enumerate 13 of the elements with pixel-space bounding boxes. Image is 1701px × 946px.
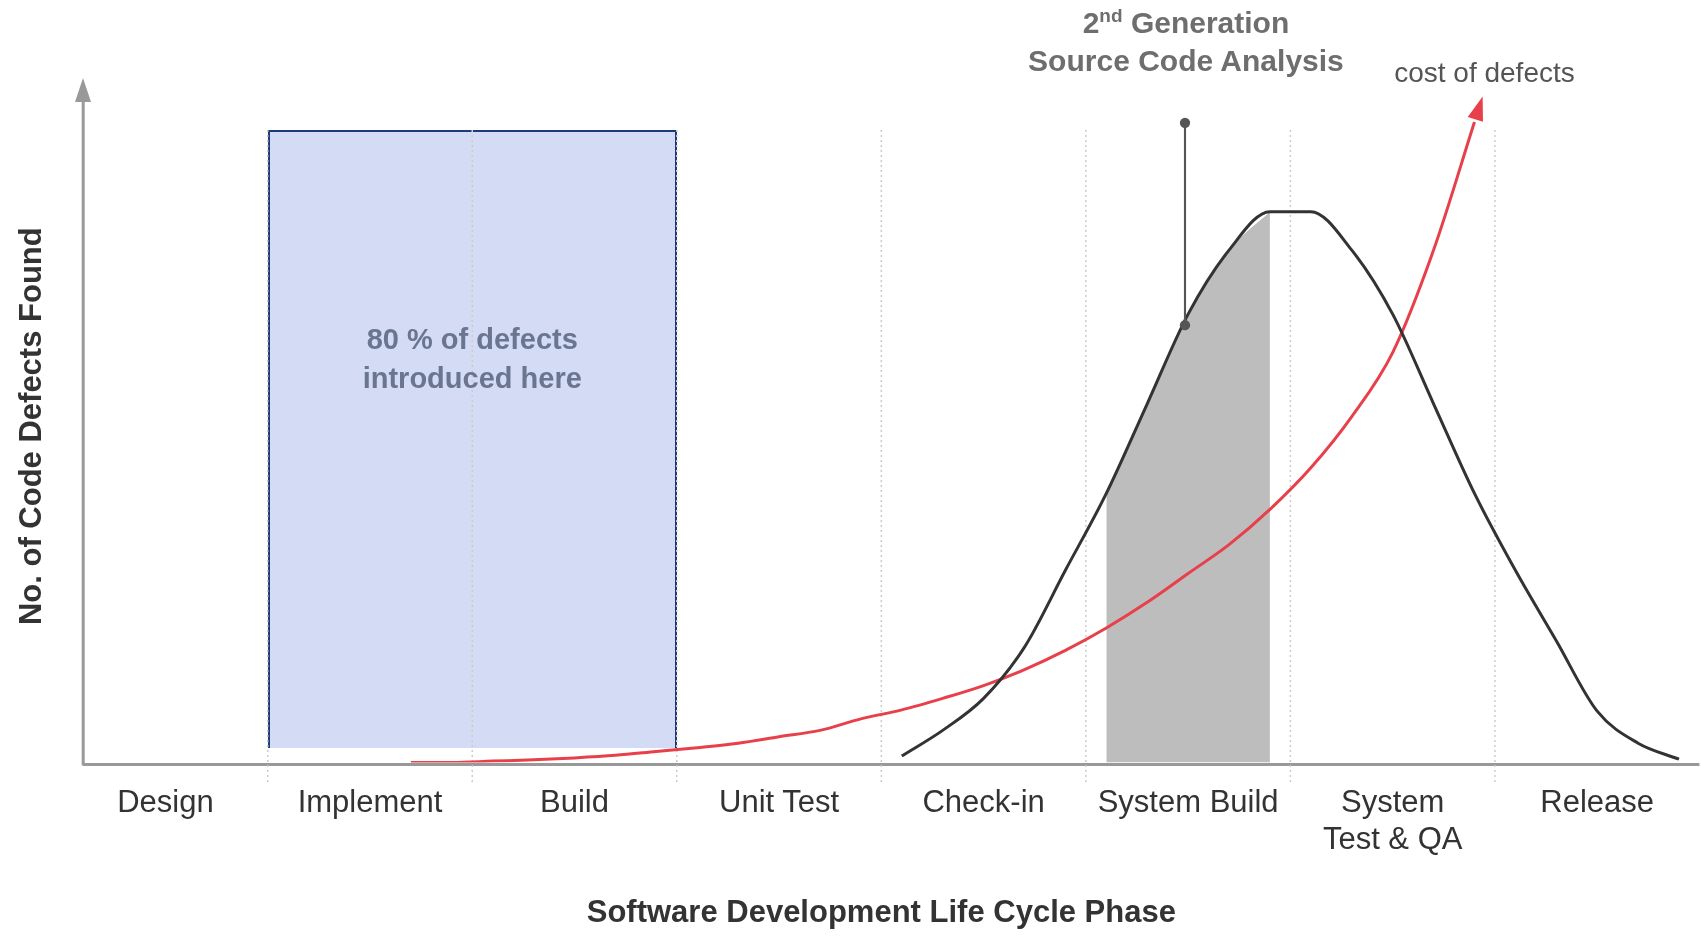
x-tick-label: Check-in xyxy=(922,783,1045,819)
x-tick-label: Design xyxy=(117,783,214,819)
x-tick-label: Release xyxy=(1540,783,1655,819)
x-tick-label: Implement xyxy=(297,783,443,819)
series-label: cost of defects xyxy=(1394,57,1575,89)
y-axis-title: No. of Code Defects Found xyxy=(13,227,49,626)
annotation: 80 % of defects introduced here xyxy=(361,322,583,396)
x-tick-label: System Test & QA xyxy=(1322,783,1463,856)
text: 2$^{nd}$ Generation Source Code Analysis xyxy=(1028,4,1344,79)
x-axis-title: Software Development Life Cycle Phase xyxy=(586,893,1176,929)
x-tick-label: Unit Test xyxy=(719,783,840,819)
x-tick-label: System Build xyxy=(1097,783,1279,819)
x-tick-label: Build xyxy=(540,783,609,819)
